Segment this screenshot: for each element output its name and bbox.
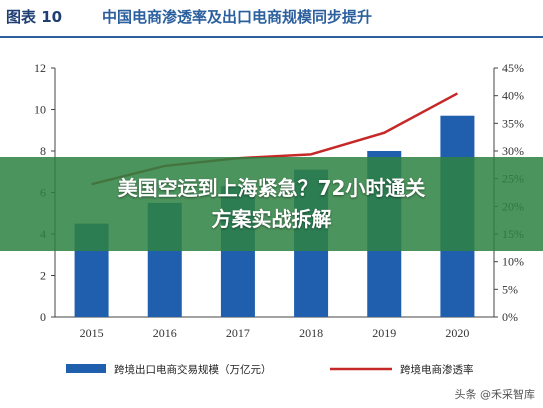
watermark: 头条 @禾采智库 [454,388,536,401]
figure-header: 图表 10 中国电商渗透率及出口电商规模同步提升 [0,0,543,38]
left-tick-label: 2 [40,269,46,283]
right-tick-label: 10% [502,255,524,269]
right-tick-label: 30% [502,144,524,158]
right-tick-label: 5% [502,282,518,296]
left-tick-label: 8 [40,144,46,158]
headline-line-1: 美国空运到上海紧急？72小时通关 [117,176,426,200]
chart-title: 中国电商渗透率及出口电商规模同步提升 [102,8,373,26]
x-tick-label: 2016 [153,326,177,340]
legend-swatch-bar [66,364,106,373]
x-tick-label: 2017 [226,326,250,340]
left-tick-label: 12 [34,61,46,75]
legend-label-line: 跨境电商渗透率 [400,363,474,376]
x-tick-label: 2020 [445,326,469,340]
headline-banner: 美国空运到上海紧急？72小时通关 方案实战拆解 [0,157,543,251]
x-tick-label: 2019 [372,326,396,340]
right-tick-label: 0% [502,310,518,324]
right-tick-label: 35% [502,116,524,130]
right-tick-label: 45% [502,61,524,75]
right-tick-label: 40% [502,89,524,103]
figure-number: 图表 10 [6,8,63,26]
x-tick-label: 2015 [80,326,104,340]
left-tick-label: 10 [34,103,46,117]
legend-label-bar: 跨境出口电商交易规模（万亿元） [114,363,272,376]
headline-line-2: 方案实战拆解 [211,207,332,231]
x-tick-label: 2018 [299,326,323,340]
left-tick-label: 0 [40,310,46,324]
